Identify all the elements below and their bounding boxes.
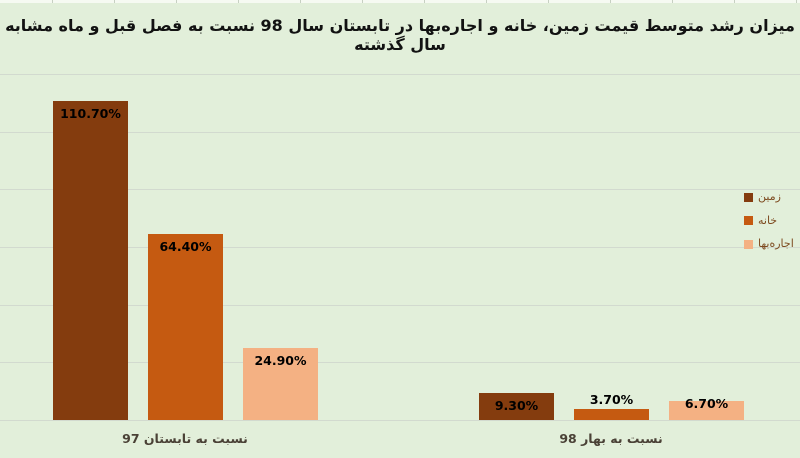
- legend-row: زمین: [744, 191, 794, 203]
- bar: [479, 393, 554, 420]
- legend-label: خانه: [758, 213, 778, 227]
- bar-value-label: 6.70%: [684, 395, 729, 411]
- bar-value-label: 24.90%: [254, 353, 307, 369]
- legend-row: خانه: [744, 213, 794, 227]
- chart-title: میزان رشد متوسط قیمت زمین، خانه و اجاره‌…: [5, 16, 795, 54]
- bar: [243, 348, 318, 420]
- bar-value-label: 110.70%: [60, 105, 121, 121]
- legend-row: اجاره‌بها: [744, 238, 794, 250]
- category-label-summer97: نسبت به تابستان 97: [122, 431, 248, 446]
- bar: [669, 400, 744, 420]
- gridline: [0, 74, 800, 75]
- gridline: [0, 189, 800, 191]
- gridline: [0, 420, 800, 421]
- bar: [148, 234, 223, 420]
- legend-swatch-icon: [744, 216, 753, 225]
- bar-value-label: 64.40%: [159, 239, 212, 255]
- gridline: [0, 304, 800, 306]
- legend-label: زمین: [758, 190, 781, 203]
- category-label-spring98: نسبت به بهار 98: [559, 431, 663, 446]
- legend: زمین خانه اجاره‌بها: [744, 191, 794, 262]
- gridline: [0, 131, 800, 133]
- gridline: [0, 247, 800, 248]
- bar: [574, 409, 649, 420]
- legend-label: اجاره‌بها: [758, 237, 794, 250]
- gridline: [0, 362, 800, 364]
- bar: [53, 100, 128, 420]
- legend-swatch-icon: [744, 239, 753, 249]
- legend-swatch-icon: [744, 192, 753, 202]
- bar-value-label: 3.70%: [589, 392, 634, 408]
- bar-value-label: 9.30%: [494, 398, 539, 414]
- spreadsheet-column-ticks: [0, 0, 800, 3]
